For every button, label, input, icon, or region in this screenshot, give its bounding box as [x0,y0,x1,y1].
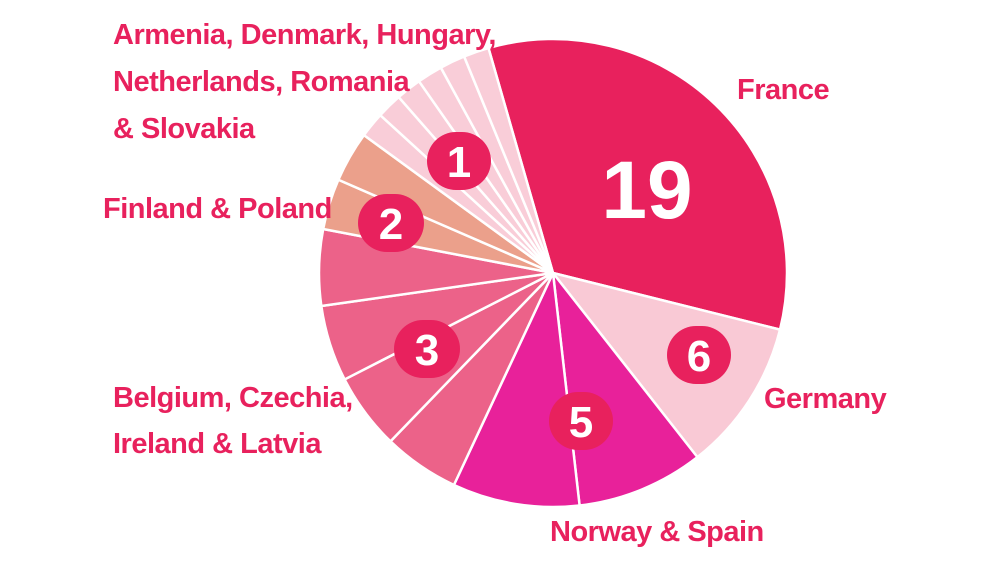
badge-belgium-group: 3 [394,320,460,378]
slice-germany [551,271,782,459]
label-france: France [737,74,829,106]
badge-germany: 6 [667,326,731,384]
badge-small-group: 1 [427,132,491,190]
slice-france [487,37,789,331]
svg-text:3: 3 [415,326,439,375]
svg-text:2: 2 [379,200,403,249]
label-small-line-2: Netherlands, Romania [113,66,411,98]
slice-slovakia [462,46,555,275]
badge-norway-spain: 5 [549,392,613,450]
label-finland-poland: Finland & Poland [103,193,332,225]
svg-text:1: 1 [447,138,471,187]
pie-slices [317,37,789,509]
label-small-line-1: Armenia, Denmark, Hungary, [113,19,496,51]
svg-text:6: 6 [687,332,711,381]
badge-france: 19 [601,145,692,236]
label-belgium-line-2: Ireland & Latvia [113,428,322,460]
label-germany: Germany [764,383,887,415]
label-small-line-3: & Slovakia [113,113,256,145]
slice-spain [452,271,581,509]
svg-text:5: 5 [569,398,593,447]
label-norway-spain: Norway & Spain [550,516,764,548]
badge-finland-poland: 2 [358,194,424,252]
label-belgium-line-1: Belgium, Czechia, [113,382,353,414]
